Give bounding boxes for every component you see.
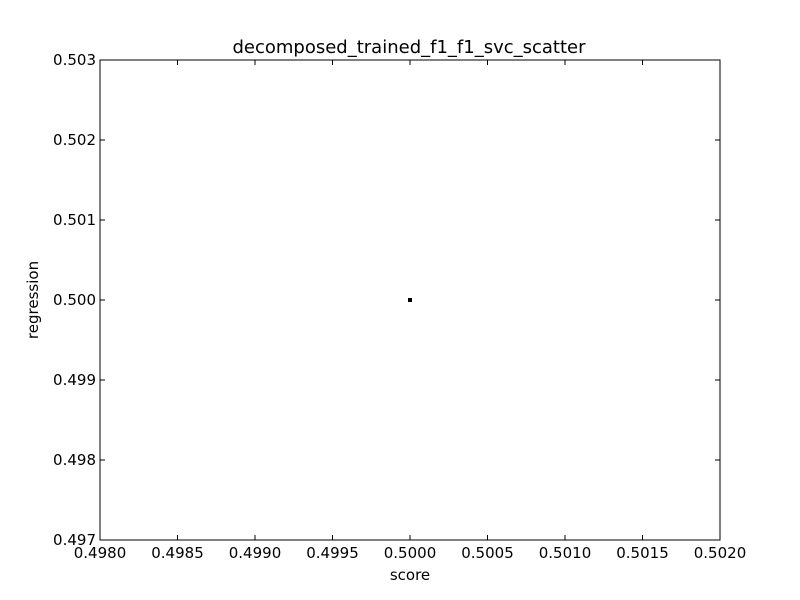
y-tick-label: 0.502	[53, 131, 96, 149]
x-axis-label: score	[390, 566, 430, 584]
x-tick-label: 0.4995	[306, 544, 359, 562]
x-tick-label: 0.5005	[461, 544, 514, 562]
chart-title: decomposed_trained_f1_f1_svc_scatter	[232, 37, 586, 58]
x-tick-label: 0.5015	[616, 544, 669, 562]
x-tick-label: 0.4990	[229, 544, 282, 562]
x-tick-label: 0.5010	[539, 544, 592, 562]
y-tick-label: 0.499	[53, 371, 96, 389]
y-tick-label: 0.498	[53, 451, 96, 469]
x-tick-label: 0.5020	[694, 544, 747, 562]
y-tick-label: 0.501	[53, 211, 96, 229]
y-tick-label: 0.503	[53, 51, 96, 69]
x-tick-label: 0.4985	[151, 544, 204, 562]
y-tick-label: 0.500	[53, 291, 96, 309]
y-tick-label: 0.497	[53, 531, 96, 549]
data-points	[408, 298, 412, 302]
x-tick-label: 0.5000	[384, 544, 437, 562]
y-axis-label: regression	[24, 261, 42, 339]
scatter-point	[408, 298, 412, 302]
